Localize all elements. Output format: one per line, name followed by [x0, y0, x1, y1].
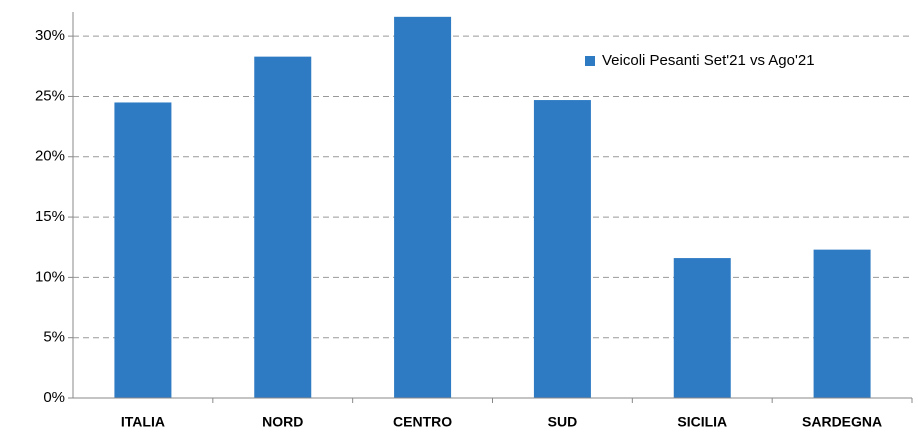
y-tick-label: 25%	[35, 87, 65, 104]
x-tick-label: SICILIA	[677, 414, 727, 430]
x-tick-label: CENTRO	[393, 414, 452, 430]
legend-label: Veicoli Pesanti Set'21 vs Ago'21	[602, 52, 815, 69]
y-tick-label: 15%	[35, 208, 65, 225]
legend-swatch	[585, 56, 595, 66]
x-tick-label: ITALIA	[121, 414, 165, 430]
x-tick-label: SARDEGNA	[802, 414, 882, 430]
y-tick-label: 10%	[35, 268, 65, 285]
y-tick-label: 5%	[43, 329, 65, 346]
bar	[114, 102, 172, 398]
bar	[673, 258, 731, 398]
y-tick-label: 0%	[43, 389, 65, 406]
bar	[254, 56, 312, 398]
y-tick-label: 30%	[35, 27, 65, 44]
x-tick-label: NORD	[262, 414, 303, 430]
y-tick-label: 20%	[35, 148, 65, 165]
bar	[533, 100, 591, 399]
x-tick-label: SUD	[548, 414, 578, 430]
bar	[813, 249, 871, 398]
bar	[394, 16, 452, 398]
